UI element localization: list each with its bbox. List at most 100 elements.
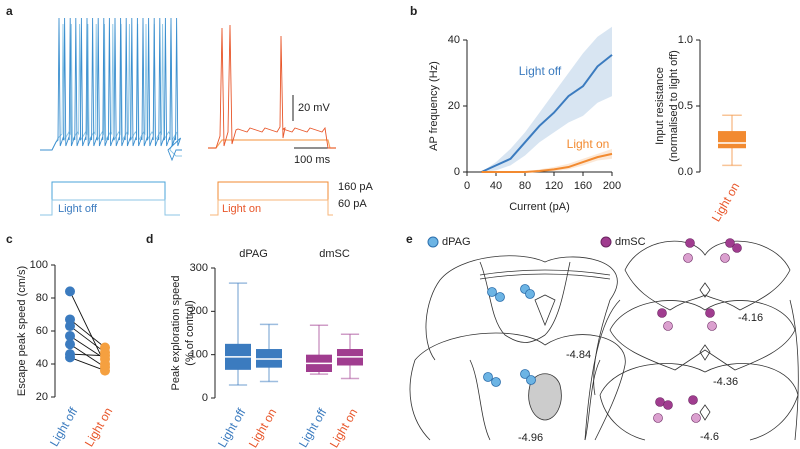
trace-label: Light off	[58, 203, 98, 215]
atlas-dot	[520, 369, 530, 379]
group-label: dPAG	[239, 248, 268, 260]
scale-label: 20 mV	[298, 102, 330, 114]
x-tick-label: 120	[545, 180, 563, 192]
data-point	[65, 321, 75, 332]
x-tick-label: Light off	[215, 406, 249, 449]
brain-outline	[409, 332, 626, 441]
atlas-dot	[705, 308, 715, 318]
legend-label: dPAG	[442, 236, 471, 248]
brain-outline	[624, 240, 791, 311]
atlas-dot	[483, 372, 493, 382]
error-band	[481, 26, 612, 172]
legend-marker	[600, 236, 612, 248]
data-point	[100, 365, 110, 376]
atlas-dot	[720, 253, 730, 263]
y-axis-label: (% of control)	[184, 300, 196, 365]
series-label: Light on	[567, 137, 610, 151]
trace-label: Light on	[222, 203, 261, 215]
x-tick-label: 0	[464, 180, 470, 192]
voltage-trace	[208, 139, 336, 149]
atlas-dot	[725, 238, 735, 248]
level-label: -4.36	[713, 376, 738, 388]
error-band	[481, 148, 612, 172]
brain-outline	[425, 255, 618, 396]
y-tick-label: 40	[36, 358, 48, 370]
brain-outline	[584, 299, 799, 441]
data-point	[65, 339, 75, 350]
series-label: Light off	[519, 64, 562, 78]
series-line	[481, 54, 613, 173]
atlas-dot	[663, 321, 673, 331]
aqueduct	[528, 373, 562, 421]
atlas-dot	[688, 395, 698, 405]
atlas-dot	[526, 375, 536, 385]
y-tick-label: 200	[190, 305, 208, 317]
x-tick-label: Light on	[709, 180, 742, 224]
legend-marker	[427, 236, 439, 248]
panel-label: c	[6, 232, 13, 246]
y-tick-label: 20	[36, 391, 48, 403]
y-tick-label: 300	[190, 262, 208, 274]
x-tick-label: 80	[519, 180, 531, 192]
atlas-dot	[495, 292, 505, 302]
level-label: -4.16	[738, 312, 763, 324]
atlas-dot	[657, 308, 667, 318]
y-tick-label: 40	[448, 34, 460, 46]
current-step	[210, 199, 333, 216]
atlas-dot	[663, 400, 673, 410]
level-label: -4.6	[700, 431, 719, 443]
y-tick-label: 0	[202, 392, 208, 404]
atlas-dots	[483, 238, 742, 423]
y-axis-label: Peak exploration speed	[170, 276, 182, 391]
atlas-dot	[491, 377, 501, 387]
x-tick-label: Light off	[296, 406, 330, 449]
panel-label: e	[406, 232, 413, 246]
x-tick-label: 40	[490, 180, 502, 192]
atlas-sections	[409, 240, 799, 441]
x-tick-label: 200	[603, 180, 621, 192]
panel-label: d	[146, 232, 153, 246]
atlas-dot	[487, 287, 497, 297]
pair-line	[69, 353, 106, 357]
x-tick-label: 160	[574, 180, 592, 192]
data-point	[100, 350, 110, 361]
y-axis-label: Input resistance	[654, 67, 666, 145]
current-label: 160 pA	[338, 181, 374, 193]
voltage-trace	[40, 17, 182, 162]
level-label: -4.96	[518, 432, 543, 444]
atlas-dot	[685, 238, 695, 248]
y-tick-label: 0.5	[678, 100, 693, 112]
y-tick-label: 60	[36, 325, 48, 337]
brain-outline	[469, 359, 601, 441]
brain-outline	[479, 261, 571, 343]
group-label: dmSC	[319, 248, 350, 260]
y-tick-label: 80	[36, 292, 48, 304]
y-tick-label: 0	[454, 166, 460, 178]
atlas-dot	[653, 413, 663, 423]
x-tick-label: Light on	[82, 405, 115, 449]
box	[718, 131, 746, 149]
pair-line	[69, 325, 106, 353]
series-line	[481, 152, 613, 173]
pair-line	[69, 343, 106, 368]
voltage-trace	[208, 24, 336, 149]
scale-label: 100 ms	[294, 154, 331, 166]
legend-label: dmSC	[615, 236, 646, 248]
x-tick-label: Light off	[47, 405, 81, 449]
brain-outline	[609, 300, 796, 371]
current-step	[40, 199, 180, 216]
y-tick-label: 1.0	[678, 34, 693, 46]
panel-label: b	[410, 4, 417, 18]
level-label: -4.84	[566, 349, 591, 361]
x-tick-label: Light on	[246, 406, 279, 449]
y-axis-label: (normalised to light off)	[668, 50, 680, 162]
atlas-dot	[691, 413, 701, 423]
voltage-traces	[40, 17, 336, 162]
commissure	[479, 269, 611, 280]
y-tick-label: 20	[448, 100, 460, 112]
panel-label: a	[6, 4, 13, 18]
brain-outline	[599, 363, 799, 441]
data-point	[65, 286, 75, 297]
ventricle	[699, 282, 711, 421]
y-tick-label: 0.0	[678, 166, 693, 178]
